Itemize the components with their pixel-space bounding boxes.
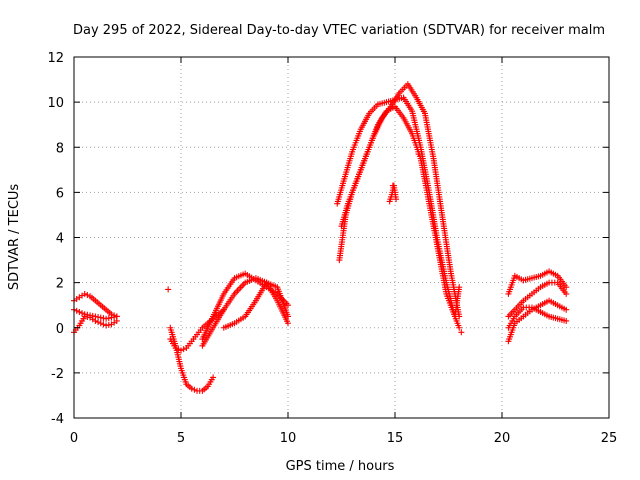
chart-title: Day 295 of 2022, Sidereal Day-to-day VTE… — [73, 23, 605, 38]
data-point-fill — [191, 386, 198, 393]
data-point — [81, 290, 88, 297]
data-point-fill — [95, 319, 102, 326]
data-point — [113, 317, 120, 324]
y-tick-label: 4 — [56, 232, 64, 247]
data-point — [415, 151, 422, 158]
y-axis-label: SDTVAR / TECUs — [7, 184, 22, 291]
y-tick-label: -4 — [51, 412, 64, 427]
y-tick-label: 2 — [56, 277, 64, 292]
data-point — [563, 284, 570, 291]
y-tick-label: 12 — [47, 51, 64, 66]
data-point — [97, 320, 104, 327]
data-point-fill — [100, 315, 107, 322]
y-tick-label: 0 — [56, 322, 64, 337]
data-point — [103, 315, 110, 322]
x-tick-label: 20 — [494, 431, 511, 446]
data-point-fill — [73, 307, 80, 314]
data-point — [92, 317, 99, 324]
data-point — [563, 290, 570, 297]
x-tick-label: 15 — [387, 431, 404, 446]
axis-ticks: 0 5 10 15 20 25 -4 -2 0 2 4 6 8 10 12 — [47, 51, 617, 446]
data-point — [178, 347, 184, 354]
data-point-fill — [84, 314, 91, 321]
x-tick-label: 25 — [601, 431, 618, 446]
data-point — [76, 308, 83, 315]
data-point — [458, 329, 465, 336]
x-tick-label: 0 — [70, 431, 78, 446]
data-point-fill — [100, 321, 107, 328]
data-point — [285, 320, 291, 327]
data-point — [108, 314, 115, 321]
data-point — [563, 317, 570, 324]
data-point-fill — [105, 315, 112, 322]
y-tick-label: 8 — [56, 141, 64, 156]
data-point — [285, 302, 291, 309]
data-point — [81, 313, 88, 320]
data-point — [97, 314, 104, 321]
x-tick-label: 10 — [280, 431, 297, 446]
data-point — [393, 196, 400, 203]
data-point-fill — [84, 292, 91, 299]
data-point — [210, 374, 217, 381]
data-points — [71, 81, 570, 394]
data-point-fill — [175, 346, 182, 353]
data-point — [103, 322, 110, 329]
data-point — [165, 286, 172, 293]
grid — [74, 57, 609, 418]
data-point-fill — [111, 314, 118, 321]
data-point — [456, 284, 463, 291]
data-point — [172, 345, 179, 352]
data-point-fill — [105, 321, 112, 328]
data-point-fill — [180, 346, 187, 353]
data-point — [456, 324, 463, 331]
y-tick-label: -2 — [51, 367, 64, 382]
data-point-fill — [95, 314, 102, 321]
data-point — [188, 385, 195, 392]
data-point-fill — [79, 310, 86, 317]
y-tick-label: 10 — [47, 96, 64, 111]
data-point — [285, 313, 291, 320]
y-tick-label: 6 — [56, 186, 64, 201]
x-tick-label: 5 — [177, 431, 185, 446]
data-point — [563, 306, 570, 313]
data-point — [389, 182, 396, 189]
x-axis-label: GPS time / hours — [286, 459, 395, 474]
